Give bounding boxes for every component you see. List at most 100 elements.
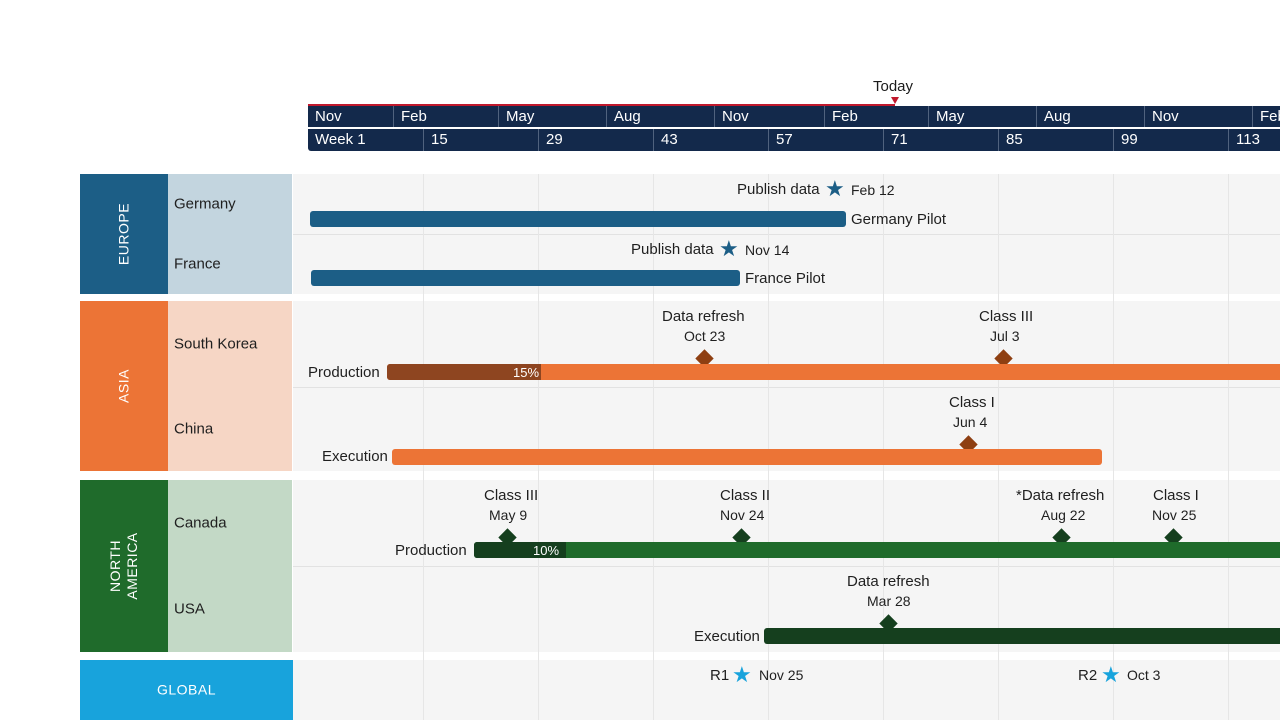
milestone-title: Class III	[484, 487, 539, 504]
region-europe: EUROPE	[80, 174, 168, 294]
milestone-date: Oct 23	[684, 328, 726, 344]
week-cell: 71	[883, 129, 908, 151]
task-label: Germany Pilot	[851, 211, 947, 228]
region-label: ASIA	[115, 369, 132, 403]
week-cell: 113	[1228, 129, 1260, 151]
milestone-date: Mar 28	[867, 593, 911, 609]
milestone-title: Class III	[979, 308, 1034, 325]
task-bar-execution-china[interactable]	[392, 449, 1102, 465]
week-cell: 99	[1113, 129, 1138, 151]
gridline	[538, 174, 539, 720]
gridline	[998, 174, 999, 720]
country-canada: Canada	[168, 480, 292, 566]
country-south-korea: South Korea	[168, 301, 292, 387]
milestone-date: Jun 4	[953, 414, 988, 430]
today-label: Today	[873, 78, 914, 95]
today-progress-line	[308, 104, 895, 107]
milestone-date: Nov 14	[745, 242, 790, 258]
week-cell: 85	[998, 129, 1023, 151]
gridline	[1113, 174, 1114, 720]
milestone-title: Class I	[1153, 487, 1199, 504]
gridline	[883, 174, 884, 720]
country-germany: Germany	[168, 174, 292, 234]
week-cell: Week 1	[315, 131, 366, 148]
gridline	[653, 174, 654, 720]
country-label: China	[174, 420, 214, 438]
month-cell: Nov	[1144, 106, 1179, 127]
country-france: France	[168, 234, 292, 294]
star-icon: ★	[1101, 662, 1121, 687]
today-marker-icon	[891, 97, 899, 104]
milestone-date: Nov 25	[1152, 507, 1197, 523]
week-cell: 57	[768, 129, 793, 151]
milestone-title: Class II	[720, 487, 771, 504]
milestone-date: Feb 12	[851, 182, 895, 198]
milestone-date: Aug 22	[1041, 507, 1086, 523]
milestone-date: Oct 3	[1127, 667, 1161, 683]
week-cell: 15	[423, 129, 448, 151]
region-asia: ASIA	[80, 301, 168, 471]
milestone-title: Publish data	[737, 181, 820, 198]
milestone-title: Data refresh	[662, 308, 745, 325]
month-cell: Feb	[824, 106, 858, 127]
country-label: South Korea	[174, 335, 258, 353]
region-label: NORTH AMERICA	[107, 532, 141, 599]
country-usa: USA	[168, 566, 292, 652]
month-cell: Aug	[606, 106, 641, 127]
month-cell: May	[928, 106, 964, 127]
milestone-title: Publish data	[631, 241, 714, 258]
country-label: France	[174, 255, 221, 273]
country-label: Germany	[174, 195, 236, 213]
star-icon: ★	[719, 236, 739, 261]
gridline	[768, 174, 769, 720]
task-label: Production	[308, 364, 380, 381]
milestone-date: Nov 24	[720, 507, 765, 523]
milestone-title: Data refresh	[847, 573, 930, 590]
region-label-line: NORTH	[107, 539, 123, 593]
task-bar-germany-pilot[interactable]	[310, 211, 846, 227]
task-bar-production-korea[interactable]	[387, 364, 1280, 380]
month-cell: Nov	[315, 108, 342, 125]
progress-label: 10%	[533, 543, 560, 558]
week-scale: Week 1 15 29 43 57 71 85 99 113	[308, 129, 1280, 151]
country-label: Canada	[174, 514, 227, 532]
month-scale: Nov Feb May Aug Nov Feb May Aug Nov Feb	[308, 106, 1280, 127]
task-bar-production-canada[interactable]	[474, 542, 1280, 558]
region-label: EUROPE	[115, 202, 132, 266]
region-label-line: AMERICA	[124, 532, 140, 600]
region-global: GLOBAL	[80, 660, 293, 720]
month-cell: Nov	[714, 106, 749, 127]
milestone-title: R2	[1078, 667, 1098, 684]
milestone-date: Nov 25	[759, 667, 804, 683]
month-cell: Feb	[393, 106, 427, 127]
progress-fill	[387, 364, 541, 380]
month-cell: Feb	[1252, 106, 1280, 127]
week-cell: 43	[653, 129, 678, 151]
task-label: Execution	[322, 448, 388, 465]
region-north-america: NORTH AMERICA	[80, 480, 168, 652]
region-label: GLOBAL	[156, 681, 217, 698]
gridline	[423, 174, 424, 720]
task-bar-france-pilot[interactable]	[311, 270, 740, 286]
star-icon: ★	[825, 176, 845, 201]
lane-global	[293, 660, 1280, 720]
task-bar-execution-usa[interactable]	[764, 628, 1280, 644]
country-china: China	[168, 387, 292, 471]
country-label: USA	[174, 600, 205, 618]
milestone-date: Jul 3	[990, 328, 1020, 344]
progress-label: 15%	[513, 365, 540, 380]
milestone-title: Class I	[949, 394, 995, 411]
task-label: France Pilot	[745, 270, 826, 287]
milestone-title: *Data refresh	[1016, 487, 1105, 504]
month-cell: Aug	[1036, 106, 1071, 127]
milestone-title: R1	[710, 667, 730, 684]
star-icon: ★	[732, 662, 752, 687]
month-cell: May	[498, 106, 534, 127]
week-cell: 29	[538, 129, 563, 151]
milestone-date: May 9	[489, 507, 528, 523]
task-label: Production	[395, 542, 467, 559]
progress-fill	[474, 542, 566, 558]
gridline	[1228, 174, 1229, 720]
task-label: Execution	[694, 628, 760, 645]
